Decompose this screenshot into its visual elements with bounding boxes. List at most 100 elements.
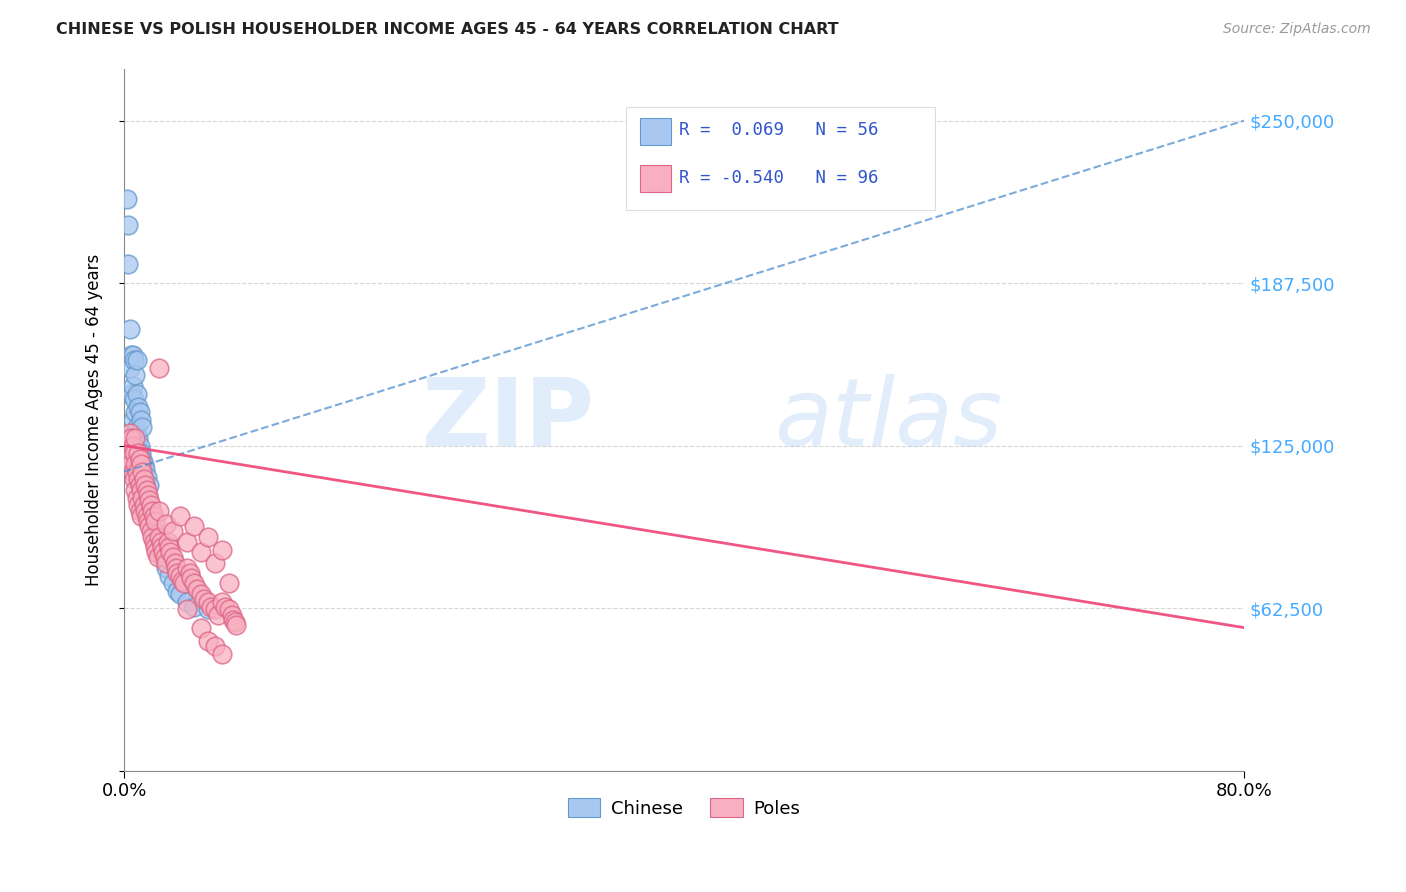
Point: [139, 524, 162, 539]
Point: [118, 321, 141, 335]
Point: [129, 412, 152, 426]
Point: [204, 639, 226, 653]
Point: [142, 534, 165, 549]
Point: [132, 457, 155, 471]
Point: [121, 412, 143, 426]
Point: [186, 582, 208, 596]
Point: [127, 400, 149, 414]
Point: [127, 446, 149, 460]
Point: [157, 568, 180, 582]
Point: [170, 574, 193, 588]
Point: [125, 451, 148, 466]
Point: [190, 545, 212, 559]
Point: [138, 508, 160, 523]
Point: [128, 405, 150, 419]
Point: [122, 352, 145, 367]
Point: [124, 405, 146, 419]
Point: [131, 465, 153, 479]
Point: [136, 514, 159, 528]
Point: [134, 477, 156, 491]
Point: [128, 477, 150, 491]
Point: [162, 524, 184, 539]
Point: [138, 519, 160, 533]
Point: [183, 599, 205, 614]
Point: [176, 594, 198, 608]
Point: [120, 348, 142, 362]
Point: [127, 472, 149, 486]
Point: [197, 602, 219, 616]
Point: [183, 576, 205, 591]
Text: atlas: atlas: [773, 374, 1002, 465]
Point: [132, 483, 155, 497]
Point: [163, 556, 186, 570]
Point: [131, 420, 153, 434]
Point: [148, 542, 170, 557]
Point: [224, 615, 246, 630]
Point: [120, 431, 142, 445]
Point: [207, 607, 229, 622]
Point: [221, 607, 243, 622]
Point: [197, 633, 219, 648]
Point: [143, 540, 166, 554]
Point: [127, 499, 149, 513]
Point: [218, 602, 240, 616]
Point: [125, 465, 148, 479]
Point: [190, 621, 212, 635]
Point: [134, 503, 156, 517]
Point: [128, 451, 150, 466]
Point: [124, 483, 146, 497]
Point: [197, 530, 219, 544]
Point: [152, 545, 174, 559]
Point: [150, 540, 173, 554]
Point: [141, 530, 163, 544]
Point: [122, 392, 145, 406]
Point: [150, 550, 173, 565]
Point: [193, 592, 215, 607]
Point: [128, 503, 150, 517]
Text: R =  0.069   N = 56: R = 0.069 N = 56: [679, 121, 879, 139]
Point: [129, 508, 152, 523]
Point: [190, 587, 212, 601]
Y-axis label: Householder Income Ages 45 - 64 years: Householder Income Ages 45 - 64 years: [86, 253, 103, 586]
Text: Source: ZipAtlas.com: Source: ZipAtlas.com: [1223, 22, 1371, 37]
Point: [136, 488, 159, 502]
Point: [139, 499, 162, 513]
Point: [157, 540, 180, 554]
Point: [197, 594, 219, 608]
Point: [132, 499, 155, 513]
Point: [134, 462, 156, 476]
Point: [148, 360, 170, 375]
Point: [122, 472, 145, 486]
Point: [225, 618, 247, 632]
Point: [166, 584, 188, 599]
Point: [124, 368, 146, 383]
Point: [117, 439, 139, 453]
Point: [122, 425, 145, 440]
Point: [204, 602, 226, 616]
Point: [125, 386, 148, 401]
Text: R = -0.540   N = 96: R = -0.540 N = 96: [679, 169, 879, 186]
Point: [148, 530, 170, 544]
Point: [129, 446, 152, 460]
Point: [222, 613, 245, 627]
Point: [128, 465, 150, 479]
Point: [146, 550, 169, 565]
Point: [129, 472, 152, 486]
Point: [176, 602, 198, 616]
Point: [118, 425, 141, 440]
Point: [125, 420, 148, 434]
Point: [155, 561, 177, 575]
Point: [218, 576, 240, 591]
Point: [169, 508, 191, 523]
Point: [125, 352, 148, 367]
Point: [134, 491, 156, 505]
Point: [183, 519, 205, 533]
Point: [138, 477, 160, 491]
Point: [125, 491, 148, 505]
Point: [155, 556, 177, 570]
Point: [117, 218, 139, 232]
Point: [121, 379, 143, 393]
Text: ZIP: ZIP: [422, 374, 595, 466]
Point: [179, 566, 201, 580]
Point: [120, 386, 142, 401]
